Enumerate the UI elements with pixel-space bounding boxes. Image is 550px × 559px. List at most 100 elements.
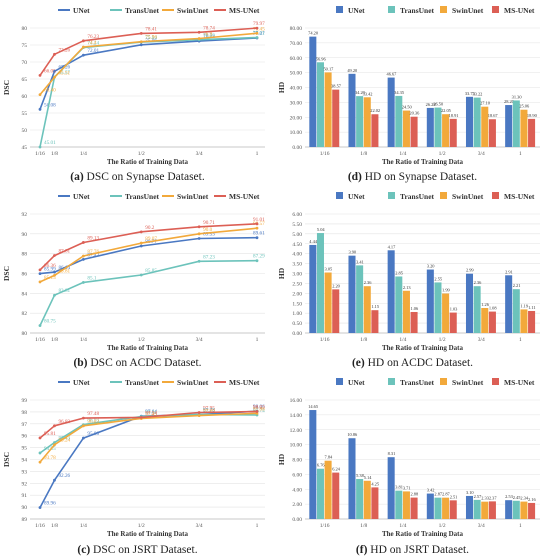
x-tick-label: 1/8	[360, 337, 367, 343]
data-point-unet	[53, 270, 56, 274]
bar-value-label-unet: 14.65	[308, 404, 319, 409]
y-tick-label: 75	[22, 43, 28, 49]
bar-swinunet	[402, 491, 410, 519]
data-point-ms-unet	[38, 268, 42, 272]
data-point-swinunet	[139, 241, 143, 245]
data-point-ms-unet	[38, 436, 42, 440]
y-tick-label: 4.00	[292, 487, 302, 493]
legend-item-ms-unet: MS-UNet	[492, 378, 535, 387]
legend-swatch	[440, 192, 447, 199]
data-point-ms-unet	[82, 39, 85, 43]
data-label-ms-unet: 91.01	[253, 217, 265, 223]
bar-unet	[426, 493, 434, 519]
y-tick-label: 93	[22, 469, 28, 475]
legend-swatch	[492, 192, 499, 199]
y-tick-label: 97	[22, 422, 28, 428]
data-point-transunet	[139, 273, 143, 277]
bar-value-label-swinunet: 27.10	[480, 101, 491, 106]
bar-ms-unet	[528, 310, 536, 333]
y-tick-label: 45	[22, 145, 28, 151]
bar-swinunet	[520, 501, 528, 519]
data-point-swinunet	[139, 40, 143, 44]
x-tick-label: 1/8	[360, 151, 367, 157]
x-tick-label: 1/2	[138, 337, 145, 343]
legend-label: SwinUnet	[452, 6, 484, 15]
y-tick-label: 4.00	[292, 252, 302, 258]
y-tick-label: 8.00	[292, 458, 302, 464]
bar-swinunet	[363, 480, 371, 519]
data-point-ms-unet	[139, 415, 143, 419]
x-tick-label: 1/4	[80, 151, 87, 157]
data-label-transunet: 65.57	[58, 70, 70, 76]
legend-item-swinunet: SwinUnet	[440, 6, 484, 15]
legend-item-unet: UNet	[336, 378, 365, 387]
data-point-transunet	[255, 36, 259, 39]
data-label-unet: 92.26	[58, 473, 70, 479]
y-axis-label: DSC	[2, 80, 11, 95]
bar-ms-unet	[332, 472, 340, 519]
bar-ms-unet	[488, 119, 496, 147]
data-label-unet: 89.53	[203, 231, 215, 237]
bar-value-label-unet: 33.73	[465, 91, 476, 96]
bar-value-label-swinunet: 33.42	[363, 91, 373, 96]
data-label-swinunet: 95.24	[58, 438, 70, 444]
y-tick-label: 10.00	[290, 130, 303, 136]
data-label-ms-unet: 86.36	[44, 263, 56, 269]
legend-item-swinunet: SwinUnet	[162, 378, 209, 387]
data-point-ms-unet	[53, 52, 56, 56]
bar-ms-unet	[410, 497, 418, 519]
legend-label: MS-UNet	[504, 6, 535, 15]
chart-c-svg: 89 90 91 92 93 94 95 96 97 98 99 DSC The Ratio of Tr…	[2, 378, 265, 538]
y-tick-label: 10.00	[290, 443, 303, 449]
x-tick-label: 1/2	[138, 151, 145, 157]
data-point-transunet	[38, 145, 42, 149]
data-point-transunet	[38, 451, 42, 455]
caption-f: (f) HD on JSRT Dataset.	[275, 544, 550, 557]
series-line-ms-unet	[39, 27, 258, 76]
y-tick-label: 91	[22, 493, 28, 499]
y-tick-label: 94	[22, 458, 28, 464]
data-point-unet	[82, 53, 85, 57]
bar-swinunet	[324, 460, 332, 519]
bar-swinunet	[481, 501, 489, 519]
bar-transunet	[316, 468, 324, 519]
y-tick-label: 12.00	[290, 428, 303, 434]
data-point-swinunet	[82, 45, 85, 49]
bar-unet	[309, 36, 317, 147]
legend-item-unet: UNet	[336, 6, 365, 15]
data-label-transunet: 85.85	[145, 268, 157, 274]
x-tick-label: 1	[519, 523, 522, 529]
y-tick-label: 95	[22, 446, 28, 452]
bar-swinunet	[481, 308, 489, 333]
bar-ms-unet	[449, 312, 457, 333]
series-line-swinunet	[39, 412, 258, 463]
x-axis-label: The Ratio of Training Data	[107, 344, 189, 352]
bar-unet	[348, 255, 356, 333]
legend-label: SwinUnet	[177, 378, 209, 387]
y-axis-label: DSC	[2, 266, 11, 281]
x-axis-label: The Ratio of Training Data	[107, 530, 189, 538]
data-label-swinunet: 78.45	[253, 26, 265, 32]
bar-value-label-unet: 4.17	[388, 244, 396, 249]
y-tick-label: 96	[22, 434, 28, 440]
bar-value-label-transunet: 3.41	[356, 259, 364, 264]
bar-value-label-swinunet: 7.84	[325, 455, 333, 460]
bar-value-label-transunet: 34.20	[355, 90, 366, 95]
x-tick-label: 1/2	[439, 523, 446, 529]
chart-b-svg: 80 82 84 86 88 90 92 DSC The Ratio of Training D…	[2, 192, 265, 352]
legend-item-ms-unet: MS-UNet	[492, 192, 535, 201]
data-label-transunet: 87.23	[203, 254, 215, 260]
caption-d: (d) HD on Synapse Dataset.	[275, 171, 550, 184]
series-line-swinunet	[39, 227, 258, 283]
legend-label: TransUnet	[400, 6, 435, 15]
caption-b-tag: (b)	[73, 357, 88, 369]
x-tick-label: 1/4	[80, 337, 87, 343]
y-tick-label: 14.00	[290, 413, 303, 419]
bar-unet	[505, 500, 513, 519]
bar-swinunet	[402, 110, 410, 147]
bar-value-label-unet: 2.91	[505, 269, 513, 274]
bar-value-label-swinunet: 2.87	[442, 492, 450, 497]
legend-item-transunet: TransUnet	[388, 192, 435, 201]
data-label-unet: 85.99	[44, 267, 56, 273]
